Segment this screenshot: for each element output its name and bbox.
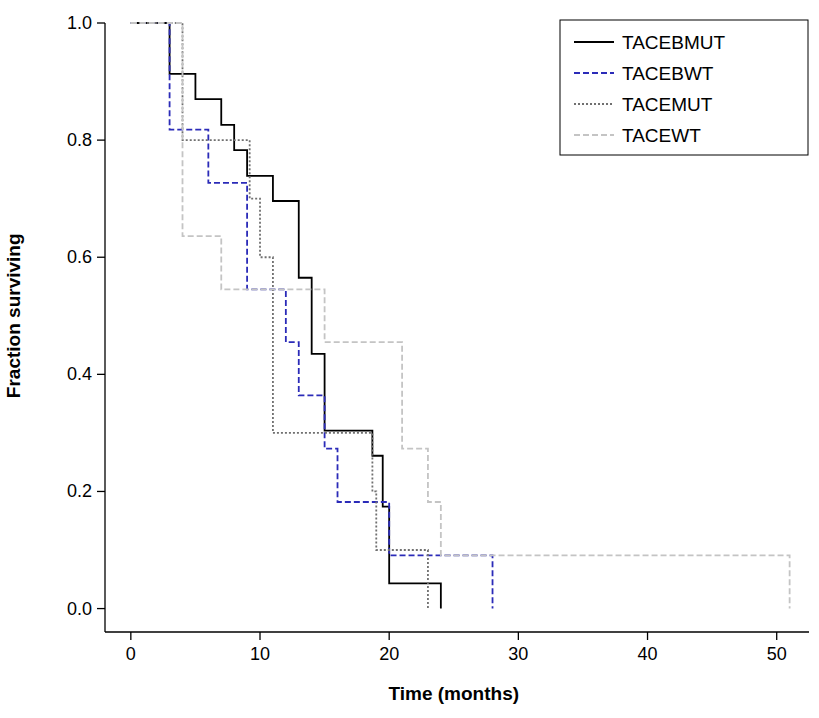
legend-swatch — [574, 103, 614, 105]
x-tick — [647, 632, 648, 640]
survival-curve — [131, 23, 428, 609]
legend-swatch — [574, 134, 614, 136]
y-tick-label: 0.8 — [67, 130, 92, 150]
legend-label: TACEWT — [622, 125, 701, 146]
legend-swatch — [574, 41, 614, 43]
legend: TACEBMUT TACEBWT TACEMUT TACEWT — [560, 20, 808, 155]
y-tick — [97, 374, 105, 375]
plot-area — [131, 23, 790, 609]
y-tick-label: 0.0 — [67, 599, 92, 619]
y-tick-label: 0.6 — [67, 247, 92, 267]
x-tick — [389, 632, 390, 640]
legend-swatch — [574, 72, 614, 74]
x-axis-label: Time (months) — [388, 683, 519, 704]
legend-label: TACEMUT — [622, 94, 713, 115]
survival-curve — [131, 23, 441, 609]
y-tick — [97, 608, 105, 609]
legend-label: TACEBWT — [622, 63, 714, 84]
x-tick-label: 20 — [379, 644, 399, 664]
y-tick — [97, 491, 105, 492]
x-tick — [259, 632, 260, 640]
x-tick — [776, 632, 777, 640]
survival-curve — [131, 23, 790, 609]
y-tick — [97, 257, 105, 258]
x-tick-label: 0 — [126, 644, 136, 664]
x-tick-label: 10 — [250, 644, 270, 664]
y-axis — [104, 23, 105, 632]
x-tick — [130, 632, 131, 640]
y-tick — [97, 139, 105, 140]
x-tick-label: 30 — [508, 644, 528, 664]
x-tick-label: 40 — [638, 644, 658, 664]
x-tick — [518, 632, 519, 640]
x-tick-label: 50 — [767, 644, 787, 664]
y-tick — [97, 22, 105, 23]
y-tick-label: 0.2 — [67, 481, 92, 501]
legend-box — [560, 20, 808, 155]
y-axis-label: Fraction surviving — [3, 233, 24, 398]
chart: 0 10 20 30 40 50 0.0 0.2 0.4 0.6 0.8 1.0 Time (month… — [0, 0, 819, 718]
y-tick-label: 0.4 — [67, 364, 92, 384]
survival-curve — [131, 23, 493, 609]
x-axis — [105, 631, 809, 632]
legend-label: TACEBMUT — [622, 32, 725, 53]
y-tick-label: 1.0 — [67, 13, 92, 33]
